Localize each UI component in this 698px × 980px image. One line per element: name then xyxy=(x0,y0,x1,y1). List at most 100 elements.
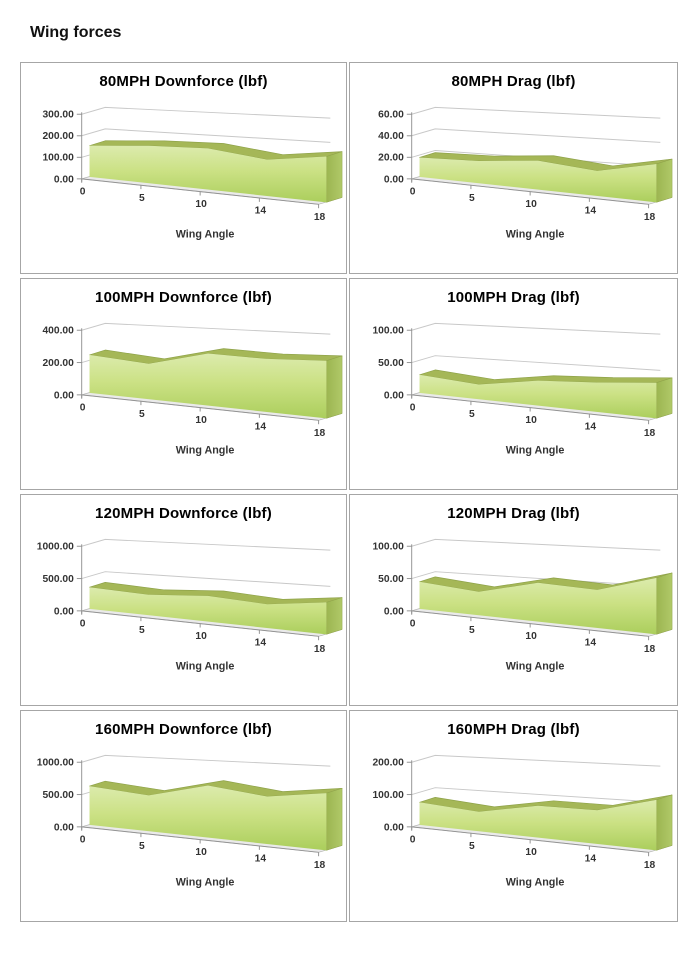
svg-text:0: 0 xyxy=(80,835,86,846)
chart-title: 120MPH Downforce (lbf) xyxy=(95,505,272,522)
chart-panel-100mph-downforce: 100MPH Downforce (lbf) 0.00 200.00 400.00 0… xyxy=(20,278,347,490)
x-axis: 0 5 10 14 18 xyxy=(410,178,656,223)
svg-text:18: 18 xyxy=(644,644,656,655)
gridlines xyxy=(411,754,661,803)
svg-text:10: 10 xyxy=(195,847,207,858)
y-axis: 0.00 50.00 100.00 xyxy=(372,542,413,617)
svg-text:18: 18 xyxy=(644,428,656,439)
svg-text:300.00: 300.00 xyxy=(42,110,74,121)
x-axis: 0 5 10 14 18 xyxy=(80,178,326,223)
svg-text:100.00: 100.00 xyxy=(42,153,74,164)
svg-text:10: 10 xyxy=(525,631,537,642)
svg-text:14: 14 xyxy=(255,206,267,217)
svg-text:40.00: 40.00 xyxy=(378,131,404,142)
area-chart-160mph-downforce: 0.00 500.00 1000.00 0 5 10 14 18 Wing Angle xyxy=(37,754,343,889)
area-series xyxy=(89,582,343,635)
y-axis: 0.00 20.00 40.00 60.00 xyxy=(378,110,413,185)
chart-title: 100MPH Drag (lbf) xyxy=(447,289,580,306)
svg-text:18: 18 xyxy=(644,860,656,871)
area-series xyxy=(419,572,673,635)
svg-text:5: 5 xyxy=(469,841,475,852)
svg-text:0: 0 xyxy=(80,619,86,630)
x-axis: 0 5 10 14 18 xyxy=(410,610,656,655)
svg-text:18: 18 xyxy=(314,428,326,439)
chart-panel-80mph-downforce: 80MPH Downforce (lbf) 0.00 100.00 200.00 30… xyxy=(20,62,347,274)
svg-text:14: 14 xyxy=(585,638,597,649)
svg-text:0.00: 0.00 xyxy=(384,390,404,401)
svg-text:0.00: 0.00 xyxy=(54,606,74,617)
x-axis-title: Wing Angle xyxy=(506,877,565,889)
x-axis-title: Wing Angle xyxy=(176,661,235,673)
area-series xyxy=(419,152,673,203)
svg-text:0.00: 0.00 xyxy=(384,174,404,185)
svg-text:0: 0 xyxy=(410,619,416,630)
x-axis-title: Wing Angle xyxy=(506,229,565,241)
gridlines xyxy=(81,538,331,587)
x-axis-title: Wing Angle xyxy=(506,445,565,457)
svg-text:20.00: 20.00 xyxy=(378,153,404,164)
svg-text:10: 10 xyxy=(525,415,537,426)
svg-text:100.00: 100.00 xyxy=(372,542,404,553)
area-chart-160mph-drag: 0.00 100.00 200.00 0 5 10 14 18 Wing Angle xyxy=(372,754,673,889)
svg-text:10: 10 xyxy=(525,847,537,858)
svg-text:0: 0 xyxy=(80,187,86,198)
svg-text:10: 10 xyxy=(195,199,207,210)
svg-text:1000.00: 1000.00 xyxy=(37,542,74,553)
svg-text:100.00: 100.00 xyxy=(372,790,404,801)
chart-panel-100mph-drag: 100MPH Drag (lbf) 0.00 50.00 100.00 0 5 10 14 1… xyxy=(349,278,678,490)
svg-text:5: 5 xyxy=(469,409,475,420)
svg-text:14: 14 xyxy=(585,854,597,865)
svg-text:10: 10 xyxy=(195,631,207,642)
x-axis: 0 5 10 14 18 xyxy=(410,826,656,871)
svg-text:0.00: 0.00 xyxy=(54,174,74,185)
x-axis-title: Wing Angle xyxy=(176,877,235,889)
area-series xyxy=(89,348,343,419)
x-axis: 0 5 10 14 18 xyxy=(80,610,326,655)
svg-text:60.00: 60.00 xyxy=(378,110,404,121)
svg-text:18: 18 xyxy=(314,212,326,223)
area-chart-80mph-downforce: 0.00 100.00 200.00 300.00 0 5 10 14 18 Wing Angle xyxy=(42,106,343,241)
chart-panel-120mph-downforce: 120MPH Downforce (lbf) 0.00 500.00 1000.00… xyxy=(20,494,347,706)
page-title: Wing forces xyxy=(30,24,122,41)
x-axis: 0 5 10 14 18 xyxy=(410,394,656,439)
area-chart-120mph-downforce: 0.00 500.00 1000.00 0 5 10 14 18 Wing Angle xyxy=(37,538,343,673)
chart-title: 160MPH Drag (lbf) xyxy=(447,721,580,738)
svg-text:0: 0 xyxy=(410,187,416,198)
svg-text:0: 0 xyxy=(80,403,86,414)
svg-text:5: 5 xyxy=(469,625,475,636)
chart-panel-80mph-drag: 80MPH Drag (lbf) 0.00 20.00 40.00 60.00 0 5 10… xyxy=(349,62,678,274)
svg-text:0: 0 xyxy=(410,403,416,414)
chart-title: 100MPH Downforce (lbf) xyxy=(95,289,272,306)
area-series xyxy=(419,369,673,419)
svg-text:200.00: 200.00 xyxy=(42,131,74,142)
svg-text:5: 5 xyxy=(139,841,145,852)
area-chart-80mph-drag: 0.00 20.00 40.00 60.00 0 5 10 14 18 Wing Angle xyxy=(378,106,673,241)
svg-text:14: 14 xyxy=(585,422,597,433)
svg-text:18: 18 xyxy=(314,644,326,655)
chart-panel-120mph-drag: 120MPH Drag (lbf) 0.00 50.00 100.00 0 5 10 14 1… xyxy=(349,494,678,706)
svg-text:0.00: 0.00 xyxy=(384,822,404,833)
svg-text:5: 5 xyxy=(469,193,475,204)
svg-text:18: 18 xyxy=(314,860,326,871)
chart-title: 160MPH Downforce (lbf) xyxy=(95,721,272,738)
svg-text:10: 10 xyxy=(195,415,207,426)
y-axis: 0.00 100.00 200.00 300.00 xyxy=(42,110,83,185)
svg-text:18: 18 xyxy=(644,212,656,223)
svg-text:14: 14 xyxy=(255,422,267,433)
chart-title: 120MPH Drag (lbf) xyxy=(447,505,580,522)
svg-text:5: 5 xyxy=(139,625,145,636)
svg-text:0: 0 xyxy=(410,835,416,846)
area-series xyxy=(89,780,343,851)
y-axis: 0.00 50.00 100.00 xyxy=(372,326,413,401)
svg-text:5: 5 xyxy=(139,409,145,420)
chart-title: 80MPH Drag (lbf) xyxy=(451,73,576,90)
area-chart-100mph-drag: 0.00 50.00 100.00 0 5 10 14 18 Wing Angle xyxy=(372,322,673,457)
gridlines xyxy=(411,322,661,371)
x-axis-title: Wing Angle xyxy=(176,445,235,457)
svg-text:14: 14 xyxy=(255,854,267,865)
area-chart-120mph-drag: 0.00 50.00 100.00 0 5 10 14 18 Wing Angle xyxy=(372,538,673,673)
svg-text:1000.00: 1000.00 xyxy=(37,758,74,769)
chart-title: 80MPH Downforce (lbf) xyxy=(99,73,268,90)
y-axis: 0.00 100.00 200.00 xyxy=(372,758,413,833)
